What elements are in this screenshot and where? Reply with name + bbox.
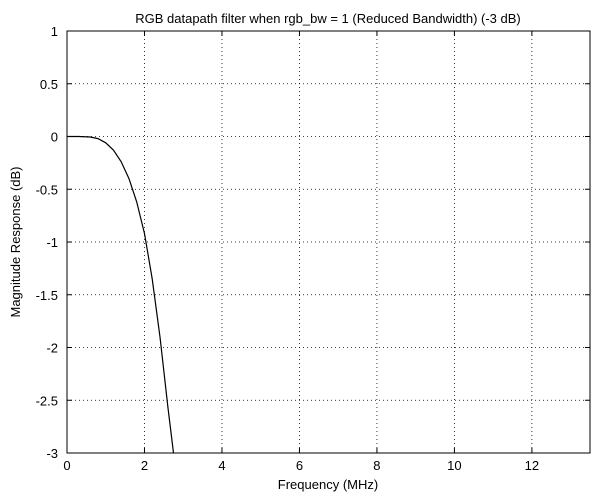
x-tick-label: 10 [447, 458, 461, 473]
tick-labels: 0 2 4 6 8 10 12 1 0.5 0 -0.5 -1 -1.5 -2 -2.5 -3 [36, 24, 540, 473]
y-tick-label: -1 [46, 235, 58, 250]
response-curve [67, 135, 175, 454]
x-tick-label: 6 [296, 458, 303, 473]
x-tick-label: 0 [63, 458, 70, 473]
y-tick-label: -2.5 [36, 393, 58, 408]
y-tick-label: 0 [51, 130, 58, 145]
x-tick-label: 4 [218, 458, 225, 473]
x-axis-label: Frequency (MHz) [278, 477, 378, 492]
y-tick-label: -0.5 [36, 182, 58, 197]
x-tick-label: 12 [525, 458, 539, 473]
x-tick-label: 2 [141, 458, 148, 473]
y-axis-label: Magnitude Response (dB) [8, 166, 23, 317]
y-tick-label: -1.5 [36, 288, 58, 303]
y-tick-label: 1 [51, 24, 58, 39]
axis-ticks [66, 30, 590, 454]
y-tick-label: -2 [46, 341, 58, 356]
plot-area [67, 135, 175, 454]
y-tick-label: -3 [46, 446, 58, 461]
x-tick-label: 8 [373, 458, 380, 473]
chart-title: RGB datapath filter when rgb_bw = 1 (Red… [135, 11, 521, 26]
y-tick-label: 0.5 [40, 77, 58, 92]
axes-frame [66, 30, 591, 454]
